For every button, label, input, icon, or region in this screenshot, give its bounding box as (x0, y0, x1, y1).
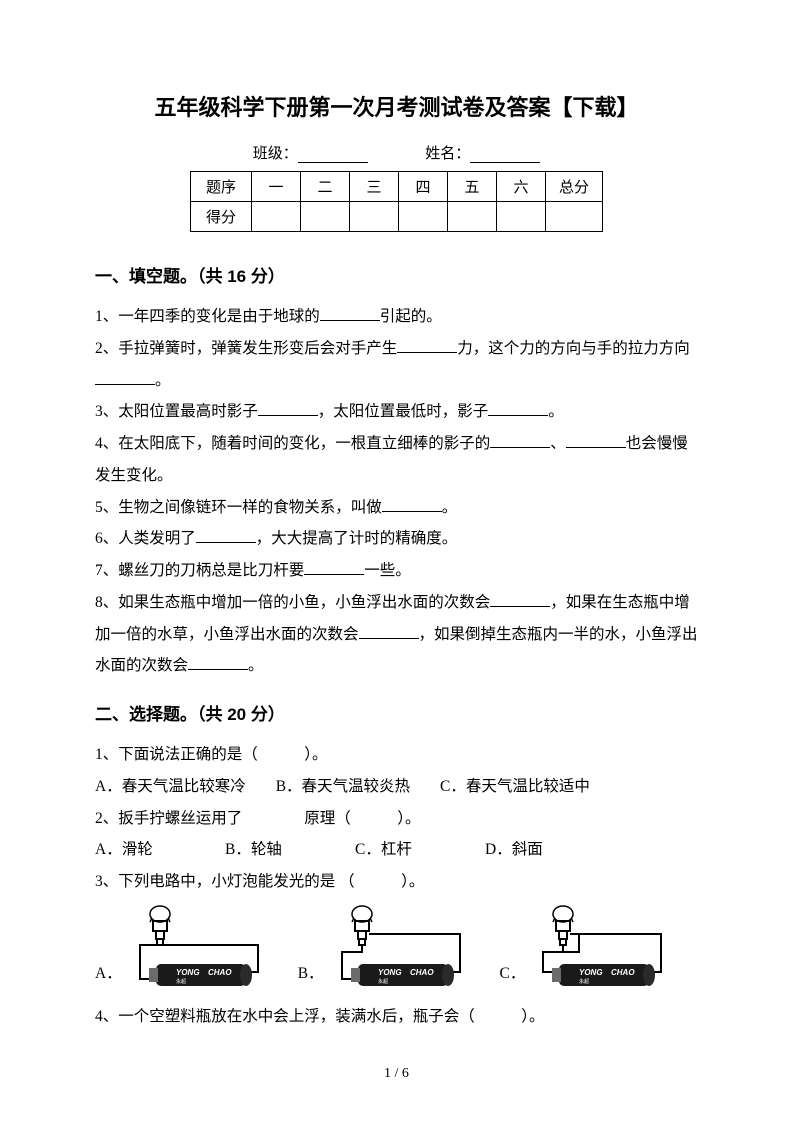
mc-stem: 2、扳手拧螺丝运用了 原理（ ）。 (95, 803, 698, 835)
opt-label: B． (298, 961, 324, 989)
page: 五年级科学下册第一次月考测试卷及答案【下载】 班级： 姓名： 题序 一 二 三 … (0, 0, 793, 1122)
mc-opts: A．滑轮 B．轮轴 C．杠杆 D．斜面 (95, 834, 698, 866)
fill-q: 1、一年四季的变化是由于地球的引起的。 (95, 301, 698, 333)
score-label: 得分 (191, 202, 252, 232)
mc-opt[interactable]: D．斜面 (485, 834, 585, 866)
th: 题序 (191, 172, 252, 202)
th: 总分 (546, 172, 603, 202)
class-label: 班级： (253, 146, 298, 162)
mc-opt[interactable]: B．轮轴 (225, 834, 325, 866)
fill-q: 5、生物之间像链环一样的食物关系，叫做。 (95, 492, 698, 524)
circuit-row: A． YONG CHAO 永超 (95, 904, 698, 989)
th: 一 (252, 172, 301, 202)
fill-blank[interactable] (304, 562, 364, 575)
svg-text:YONG: YONG (579, 968, 603, 977)
circuit-b-svg: YONG CHAO 永超 (330, 904, 470, 989)
mc-stem: 3、下列电路中，小灯泡能发光的是 （ ）。 (95, 866, 698, 898)
mc-opt[interactable]: B．春天气温较炎热 (276, 771, 410, 803)
score-cell[interactable] (252, 202, 301, 232)
fill-q: 2、手拉弹簧时，弹簧发生形变后会对手产生力，这个力的方向与手的拉力方向 。 (95, 333, 698, 397)
fill-blank[interactable] (320, 308, 380, 321)
fill-blank[interactable] (188, 657, 248, 670)
th: 二 (301, 172, 350, 202)
svg-text:CHAO: CHAO (410, 968, 434, 977)
name-label: 姓名： (425, 146, 470, 162)
fill-blank[interactable] (95, 372, 155, 385)
meta-line: 班级： 姓名： (95, 142, 698, 163)
svg-text:永超: 永超 (579, 978, 589, 985)
page-title: 五年级科学下册第一次月考测试卷及答案【下载】 (95, 90, 698, 122)
svg-text:CHAO: CHAO (611, 968, 635, 977)
fill-blank[interactable] (382, 499, 442, 512)
fill-blank[interactable] (196, 530, 256, 543)
circuit-option[interactable]: C． YONG CHAO 永超 (500, 904, 672, 989)
mc-stem: 1、下面说法正确的是（ ）。 (95, 739, 698, 771)
score-cell[interactable] (301, 202, 350, 232)
table-row: 题序 一 二 三 四 五 六 总分 (191, 172, 603, 202)
svg-text:永超: 永超 (176, 978, 186, 985)
fill-blank[interactable] (488, 403, 548, 416)
table-row: 得分 (191, 202, 603, 232)
score-cell[interactable] (546, 202, 603, 232)
mc-opts: A．春天气温比较寒冷 B．春天气温较炎热 C．春天气温比较适中 (95, 771, 698, 803)
fill-q: 7、螺丝刀的刀柄总是比刀杆要一些。 (95, 555, 698, 587)
th: 五 (448, 172, 497, 202)
circuit-c-svg: YONG CHAO 永超 (531, 904, 671, 989)
svg-text:CHAO: CHAO (208, 968, 232, 977)
fill-blank[interactable] (359, 626, 419, 639)
circuit-option[interactable]: B． YONG CHAO 永超 (298, 904, 470, 989)
score-cell[interactable] (448, 202, 497, 232)
score-cell[interactable] (497, 202, 546, 232)
mc-stem: 4、一个空塑料瓶放在水中会上浮，装满水后，瓶子会（ ）。 (95, 1001, 698, 1033)
svg-text:YONG: YONG (378, 968, 402, 977)
section-title: 二、选择题。（共 20 分） (95, 700, 698, 725)
fill-blank[interactable] (490, 594, 550, 607)
fill-blank[interactable] (490, 435, 550, 448)
th: 四 (399, 172, 448, 202)
score-table: 题序 一 二 三 四 五 六 总分 得分 (190, 171, 603, 232)
opt-label: C． (500, 961, 526, 989)
circuit-a-svg: YONG CHAO 永超 (128, 904, 268, 989)
fill-blank[interactable] (397, 340, 457, 353)
score-cell[interactable] (399, 202, 448, 232)
fill-q: 4、在太阳底下，随着时间的变化，一根直立细棒的影子的、也会慢慢发生变化。 (95, 428, 698, 492)
th: 三 (350, 172, 399, 202)
th: 六 (497, 172, 546, 202)
mc-opt[interactable]: C．杠杆 (355, 834, 455, 866)
score-cell[interactable] (350, 202, 399, 232)
opt-label: A． (95, 961, 122, 989)
fill-blank[interactable] (258, 403, 318, 416)
svg-text:永超: 永超 (378, 978, 388, 985)
fill-q: 3、太阳位置最高时影子，太阳位置最低时，影子。 (95, 396, 698, 428)
class-blank[interactable] (298, 148, 368, 163)
fill-q: 8、如果生态瓶中增加一倍的小鱼，小鱼浮出水面的次数会，如果在生态瓶中增加一倍的水… (95, 587, 698, 682)
circuit-option[interactable]: A． YONG CHAO 永超 (95, 904, 268, 989)
fill-blank[interactable] (566, 435, 626, 448)
section-title: 一、填空题。（共 16 分） (95, 262, 698, 287)
svg-text:YONG: YONG (176, 968, 200, 977)
name-blank[interactable] (470, 148, 540, 163)
mc-opt[interactable]: A．春天气温比较寒冷 (95, 771, 246, 803)
mc-opt[interactable]: A．滑轮 (95, 834, 195, 866)
mc-opt[interactable]: C．春天气温比较适中 (440, 771, 590, 803)
fill-q: 6、人类发明了，大大提高了计时的精确度。 (95, 523, 698, 555)
page-number: 1 / 6 (0, 1066, 793, 1082)
